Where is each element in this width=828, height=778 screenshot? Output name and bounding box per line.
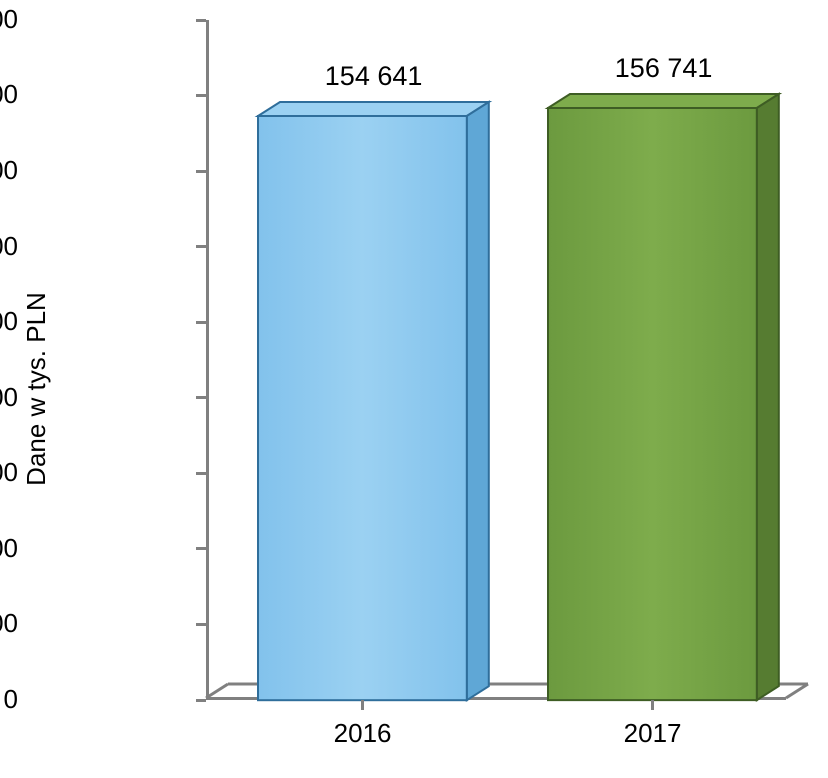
y-tick bbox=[196, 321, 206, 324]
y-tick-label: 60 000 bbox=[0, 457, 18, 488]
x-tick bbox=[361, 700, 364, 710]
y-tick bbox=[196, 94, 206, 97]
y-tick-label: 20 000 bbox=[0, 608, 18, 639]
bar-value-label: 154 641 bbox=[294, 61, 454, 92]
y-tick bbox=[196, 170, 206, 173]
bar-chart: Dane w tys. PLN 020 00040 00060 00080 00… bbox=[0, 0, 828, 778]
y-tick-label: 0 bbox=[0, 684, 18, 715]
y-tick bbox=[196, 245, 206, 248]
y-tick-label: 160 000 bbox=[0, 79, 18, 110]
y-axis-line bbox=[206, 20, 209, 700]
y-tick bbox=[196, 472, 206, 475]
y-tick bbox=[196, 699, 206, 702]
y-tick-label: 100 000 bbox=[0, 306, 18, 337]
y-tick-label: 120 000 bbox=[0, 231, 18, 262]
bar-3d bbox=[258, 102, 491, 702]
x-tick bbox=[651, 700, 654, 710]
y-tick-label: 40 000 bbox=[0, 533, 18, 564]
y-tick-label: 140 000 bbox=[0, 155, 18, 186]
y-tick-label: 180 000 bbox=[0, 4, 18, 35]
y-tick bbox=[196, 396, 206, 399]
bar-3d bbox=[548, 94, 781, 702]
y-tick-label: 80 000 bbox=[0, 382, 18, 413]
y-axis-label-text: Dane w tys. PLN bbox=[21, 292, 52, 486]
x-category-label: 2016 bbox=[303, 718, 423, 749]
plot-area: 020 00040 00060 00080 000100 000120 0001… bbox=[206, 20, 786, 700]
y-tick bbox=[196, 547, 206, 550]
bar-value-label: 156 741 bbox=[584, 53, 744, 84]
y-tick bbox=[196, 623, 206, 626]
y-tick bbox=[196, 19, 206, 22]
x-category-label: 2017 bbox=[593, 718, 713, 749]
